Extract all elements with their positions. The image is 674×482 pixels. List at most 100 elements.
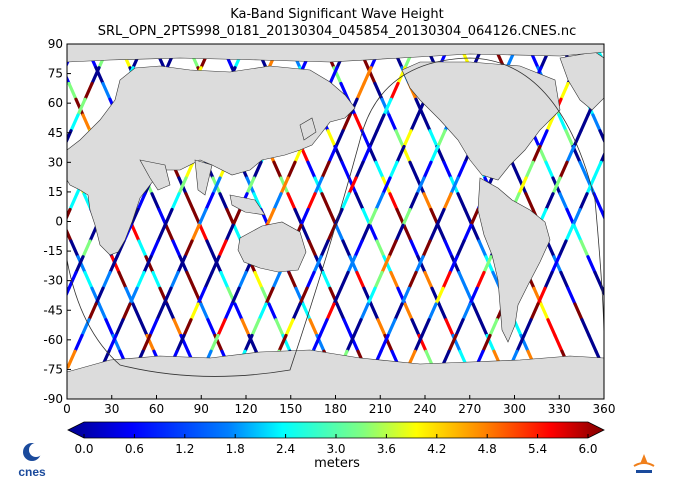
track-segment	[543, 270, 554, 290]
track-segment	[0, 131, 3, 147]
track-segment	[544, 160, 555, 180]
track-segment	[198, 223, 209, 243]
track-segment	[135, 270, 146, 290]
track-segment	[341, 113, 352, 133]
track-segment	[545, 113, 556, 133]
track-segment	[353, 113, 364, 133]
track-segment	[306, 160, 317, 180]
track-segment	[616, 320, 623, 336]
track-segment	[564, 129, 575, 149]
track-segment	[257, 302, 268, 322]
track-segment	[284, 318, 295, 338]
track-segment	[387, 113, 398, 133]
track-segment	[306, 192, 317, 212]
track-segment	[277, 333, 288, 353]
track-segment	[359, 302, 370, 322]
track-segment	[83, 81, 94, 101]
track-segment	[216, 318, 227, 338]
x-tick-label: 0	[63, 402, 71, 416]
colorbar-tick-label: 5.4	[528, 442, 547, 456]
map-layers	[0, 44, 674, 399]
track-segment	[470, 223, 481, 243]
track-segment	[367, 207, 378, 227]
track-segment	[586, 255, 597, 275]
track-segment	[546, 318, 557, 338]
track-segment	[355, 270, 366, 290]
track-segment	[101, 270, 112, 290]
y-tick-label: -60	[43, 333, 63, 347]
track-segment	[8, 257, 15, 273]
x-tick-label: 360	[593, 402, 616, 416]
track-segment	[197, 207, 208, 227]
track-segment	[219, 270, 230, 290]
track-segment	[662, 194, 669, 210]
track-segment	[354, 160, 365, 180]
colorbar: 0.0 0.6 1.2 1.8 2.4 3.0 3.6 4.2 4.8 5.4 6.0	[67, 421, 605, 456]
track-segment	[471, 302, 482, 322]
track-segment	[7, 336, 14, 352]
track-segment	[633, 52, 640, 68]
track-segment	[312, 255, 323, 275]
track-segment	[429, 144, 440, 164]
colorbar-ticks: 0.0 0.6 1.2 1.8 2.4 3.0 3.6 4.2 4.8 5.4 6.0	[74, 434, 598, 456]
track-segment	[189, 302, 200, 322]
track-segment	[386, 318, 397, 338]
track-segment	[413, 333, 424, 353]
track-segment	[150, 192, 161, 212]
track-segment	[382, 97, 393, 117]
track-segment	[326, 223, 337, 243]
land-masses	[67, 44, 604, 399]
track-segment	[634, 131, 641, 147]
track-segment	[15, 241, 22, 257]
track-segment	[402, 129, 413, 149]
track-segment	[34, 351, 41, 367]
track-segment	[204, 192, 215, 212]
eurasia-africa-land	[67, 65, 356, 256]
track-segment	[218, 192, 229, 212]
track-segment	[155, 302, 166, 322]
track-segment	[87, 302, 98, 322]
track-segment	[334, 223, 345, 243]
track-segment	[456, 160, 467, 180]
track-segment	[669, 210, 674, 226]
track-segment	[10, 99, 17, 115]
track-segment	[21, 52, 28, 68]
track-segment	[165, 302, 176, 322]
track-segment	[648, 162, 655, 178]
x-axis: 0 30 60 90 120 150 180 210 240 270 300 330 360	[63, 395, 615, 416]
track-segment	[311, 333, 322, 353]
track-segment	[636, 288, 643, 304]
track-segment	[449, 176, 460, 196]
track-segment	[615, 241, 622, 257]
x-tick-label: 30	[104, 402, 119, 416]
track-segment	[342, 318, 353, 338]
track-segment	[608, 225, 615, 241]
track-segment	[550, 255, 561, 275]
track-segment	[307, 239, 318, 259]
track-segment	[346, 255, 357, 275]
track-segment	[409, 239, 420, 259]
colorbar-tick-label: 4.8	[478, 442, 497, 456]
track-segment	[190, 223, 201, 243]
track-segment	[469, 207, 480, 227]
track-segment	[484, 255, 495, 275]
track-segment	[73, 333, 84, 353]
track-segment	[308, 318, 319, 338]
track-segment	[68, 192, 79, 212]
track-segment	[28, 288, 35, 304]
track-segment	[339, 81, 350, 101]
track-segment	[551, 176, 562, 196]
track-segment	[185, 270, 196, 290]
track-segment	[69, 113, 80, 133]
track-segment	[318, 318, 329, 338]
track-segment	[206, 318, 217, 338]
track-segment	[29, 210, 36, 226]
track-segment	[67, 75, 71, 86]
track-segment	[668, 131, 674, 147]
track-segment	[544, 192, 555, 212]
track-segment	[205, 239, 216, 259]
track-segment	[578, 192, 589, 212]
track-segment	[531, 144, 542, 164]
track-segment	[374, 192, 385, 212]
track-segment	[477, 239, 488, 259]
